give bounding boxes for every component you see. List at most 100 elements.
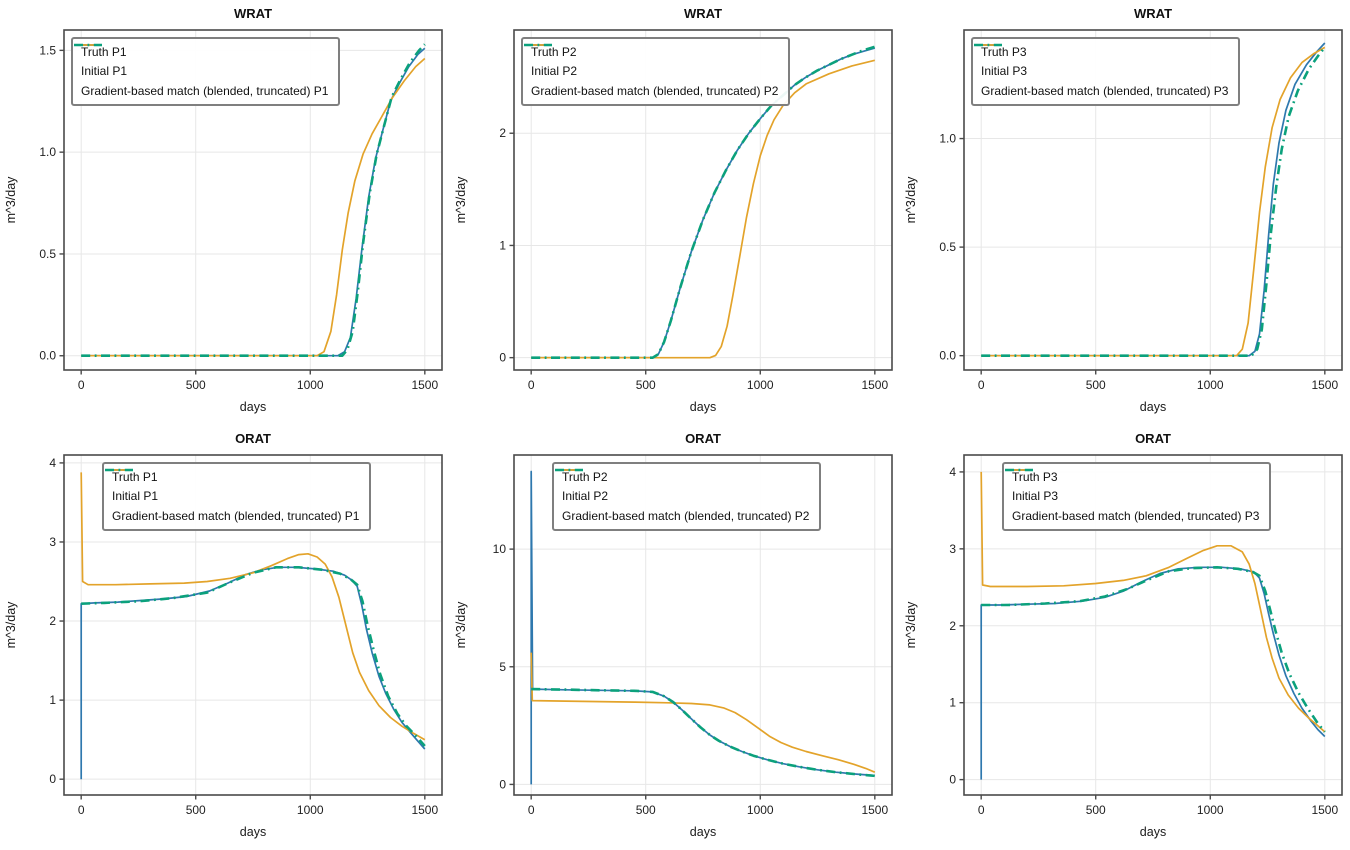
- legend-item: Initial P3: [1005, 469, 1259, 504]
- series-line-initial: [531, 59, 876, 359]
- x-tick-label: 1500: [411, 378, 438, 392]
- legend-line-sample: [524, 43, 552, 47]
- x-axis-label: days: [1140, 400, 1166, 414]
- y-tick-label: 0.5: [39, 247, 56, 261]
- legend-label: Truth P1: [81, 45, 127, 59]
- legend-label: Gradient-based match (blended, truncated…: [531, 83, 779, 98]
- chart-title: WRAT: [234, 6, 272, 21]
- y-axis-label: m^3/day: [904, 601, 918, 649]
- legend: Truth P2 Initial P2 Gradient-based match (…: [552, 462, 822, 532]
- x-tick-label: 500: [1086, 803, 1106, 817]
- axes-frame: [513, 29, 893, 371]
- legend-label: Initial P1: [112, 489, 159, 504]
- x-tick-label: 500: [186, 803, 206, 817]
- chart-canvas: 0 500 1000 1500 0 5 10 ORAT days m^3/day: [454, 431, 893, 839]
- legend-item: Truth P3: [974, 44, 1228, 59]
- y-tick-label: 10: [493, 542, 507, 556]
- legend-line-sample: [1005, 468, 1033, 472]
- legend: Truth P1 Initial P1 Gradient-based match (…: [102, 462, 372, 532]
- y-tick-label: 0.5: [939, 240, 956, 254]
- legend-item: Truth P2: [555, 469, 809, 484]
- x-tick-label: 1500: [1311, 378, 1338, 392]
- y-tick-label: 1: [499, 238, 506, 252]
- legend-label: Truth P3: [981, 45, 1027, 59]
- legend-label: Initial P3: [981, 64, 1028, 79]
- x-tick-label: 500: [1086, 378, 1106, 392]
- subplot-wrat-p3: 0 500 1000 1500 0.0 0.5 1.0 WRAT days m^3/day Trut…: [900, 0, 1350, 425]
- y-tick-label: 1.0: [939, 132, 956, 146]
- subplot-wrat-p2: 0 500 1000 1500 0 1 2 WRAT days m^3/day Truth P2 In…: [450, 0, 900, 425]
- series-line-truth: [80, 566, 426, 780]
- legend-item: Gradient-based match (blended, truncated…: [74, 43, 329, 98]
- chart-title: ORAT: [1135, 431, 1171, 446]
- legend-item: Initial P2: [555, 469, 809, 504]
- legend-label: Truth P2: [531, 45, 577, 59]
- y-axis-label: m^3/day: [454, 176, 468, 224]
- chart-canvas: 0 500 1000 1500 0 1 2 3 4 ORAT days m^3/day: [904, 431, 1343, 839]
- legend-label: Truth P1: [112, 470, 158, 484]
- legend-item: Truth P1: [105, 469, 359, 484]
- series-line-initial: [80, 472, 426, 741]
- x-axis-label: days: [1140, 825, 1166, 839]
- axes-frame: [963, 29, 1343, 371]
- chart-canvas: 0 500 1000 1500 0.0 0.5 1.0 1.5 WRAT days m^3/day: [4, 6, 443, 414]
- legend-item: Gradient-based match (blended, truncated…: [974, 43, 1228, 98]
- legend-label: Gradient-based match (blended, truncated…: [81, 83, 329, 98]
- axes-frame: [63, 454, 443, 796]
- series-line-truth: [980, 566, 1326, 780]
- legend: Truth P3 Initial P3 Gradient-based match (…: [1002, 462, 1272, 532]
- y-tick-label: 5: [499, 660, 506, 674]
- x-tick-label: 1000: [1197, 378, 1224, 392]
- legend-item: Initial P2: [524, 44, 778, 79]
- x-tick-label: 1500: [411, 803, 438, 817]
- series-line-initial: [530, 652, 876, 773]
- y-tick-label: 0: [499, 351, 506, 365]
- x-tick-label: 1000: [747, 803, 774, 817]
- legend-item: Gradient-based match (blended, truncated…: [1005, 468, 1259, 523]
- y-axis-label: m^3/day: [904, 176, 918, 224]
- x-tick-label: 500: [636, 803, 656, 817]
- subplot-wrat-p1: 0 500 1000 1500 0.0 0.5 1.0 1.5 WRAT days m^3/day T…: [0, 0, 450, 425]
- y-tick-label: 2: [499, 126, 506, 140]
- y-tick-label: 2: [949, 619, 956, 633]
- legend-label: Initial P2: [562, 489, 609, 504]
- x-tick-label: 0: [528, 378, 535, 392]
- legend-label: Gradient-based match (blended, truncated…: [112, 508, 360, 523]
- series-line-gradient: [531, 687, 875, 778]
- x-tick-label: 1000: [297, 378, 324, 392]
- y-tick-label: 1: [49, 693, 56, 707]
- series-line-gradient: [81, 566, 426, 747]
- y-tick-label: 0: [499, 777, 506, 791]
- legend-label: Truth P3: [1012, 470, 1058, 484]
- axes-frame: [63, 29, 443, 371]
- y-tick-label: 3: [949, 542, 956, 556]
- x-axis-label: days: [240, 825, 266, 839]
- x-tick-label: 0: [978, 378, 985, 392]
- series-line-initial: [81, 57, 426, 357]
- legend: Truth P1 Initial P1 Gradient-based match (…: [71, 37, 341, 107]
- x-tick-label: 1000: [1197, 803, 1224, 817]
- legend-item: Initial P1: [105, 469, 359, 504]
- legend-item: Truth P2: [524, 44, 778, 59]
- legend-line-sample: [74, 43, 102, 47]
- legend-item: Gradient-based match (blended, truncated…: [105, 468, 360, 523]
- legend-label: Initial P3: [1012, 489, 1059, 504]
- legend-item: Initial P3: [974, 44, 1228, 79]
- x-tick-label: 0: [78, 378, 85, 392]
- subplot-orat-p1: 0 500 1000 1500 0 1 2 3 4 ORAT days m^3/day Truth P1…: [0, 425, 450, 850]
- legend-line-sample: [555, 468, 583, 472]
- x-tick-label: 1000: [747, 378, 774, 392]
- series-line-initial: [981, 46, 1326, 357]
- x-tick-label: 1000: [297, 803, 324, 817]
- x-tick-label: 1500: [861, 378, 888, 392]
- legend-label: Truth P2: [562, 470, 608, 484]
- legend-item: Gradient-based match (blended, truncated…: [524, 43, 779, 98]
- y-tick-label: 1.0: [39, 145, 56, 159]
- legend-label: Initial P2: [531, 64, 578, 79]
- y-axis-label: m^3/day: [454, 601, 468, 649]
- chart-title: ORAT: [235, 431, 271, 446]
- y-tick-label: 0: [49, 772, 56, 786]
- legend: Truth P3 Initial P3 Gradient-based match (…: [971, 37, 1241, 107]
- x-axis-label: days: [690, 400, 716, 414]
- axes-frame: [513, 454, 893, 796]
